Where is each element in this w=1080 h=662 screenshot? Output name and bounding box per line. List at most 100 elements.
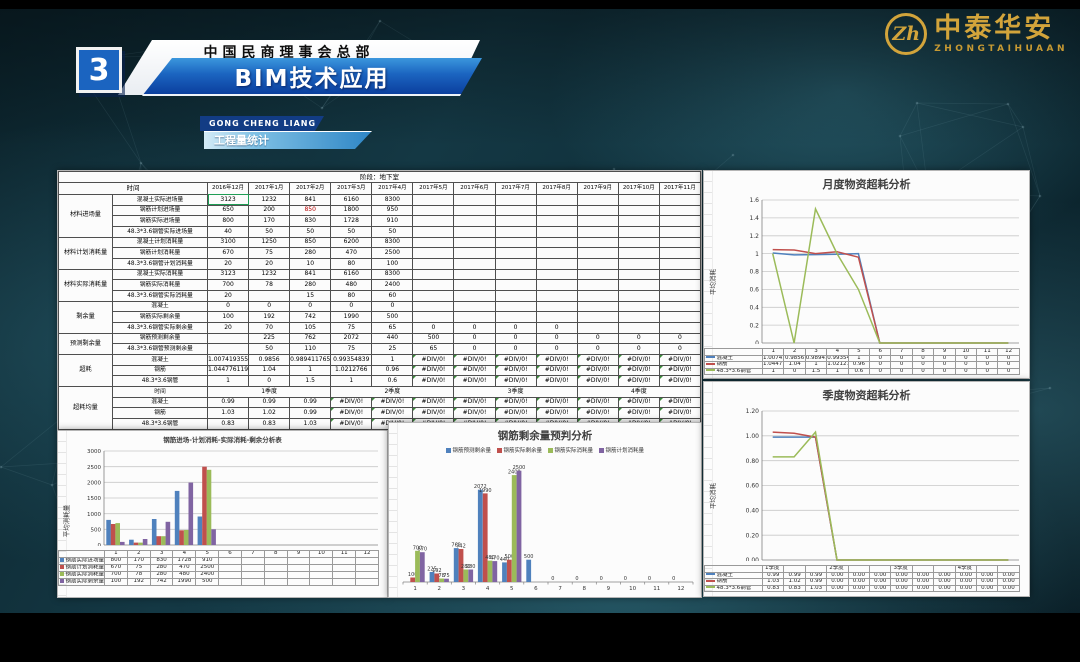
table-cell: 910	[371, 215, 414, 227]
table-cell	[535, 257, 578, 270]
table-cell: 1	[371, 353, 414, 366]
svg-text:0.8: 0.8	[749, 269, 759, 276]
svg-text:3000: 3000	[87, 449, 101, 455]
table-cell	[617, 193, 660, 206]
series-value	[240, 556, 265, 565]
table-cell: #DIV/0!	[453, 364, 496, 377]
table-cell: 0.83	[206, 417, 250, 431]
table-cell: 0	[206, 300, 250, 313]
series-value	[332, 556, 357, 565]
row-label: 48.3*3.6钢管实际进场量	[112, 225, 208, 238]
svg-text:2500: 2500	[87, 465, 101, 471]
table-cell: #DIV/0!	[494, 407, 537, 419]
table-cell	[248, 289, 291, 302]
table-cell: 0.99	[289, 396, 332, 409]
monthly-plot: 0 0.2 0.4 0.6 0.8 1 1.2 1.4 1.6	[749, 197, 1019, 347]
table-cell: 1250	[248, 236, 291, 249]
subtitle-label: 工程量统计	[214, 134, 269, 147]
table-cell: 80	[330, 289, 373, 302]
table-cell	[535, 193, 578, 206]
table-cell	[576, 225, 619, 238]
table-cell: 50	[330, 225, 373, 238]
series-value: 1.03	[804, 584, 828, 592]
table-cell: #DIV/0!	[535, 375, 578, 387]
series-value: 0.00	[997, 571, 1020, 579]
svg-text:2072: 2072	[474, 484, 487, 490]
month-header: 2017年6月	[453, 182, 496, 195]
table-cell: 6200	[330, 236, 373, 249]
table-row: 钢筋实际剩余量 100 192 742 1990 500	[59, 311, 702, 323]
table-cell	[494, 257, 537, 270]
table-row: 48.3*3.6钢管实际消耗量 20 15 80 60	[59, 289, 702, 302]
table-cell	[412, 300, 455, 313]
chart-series-row: 钢筋实际消耗量 700 78 280 480 2400	[58, 570, 379, 579]
table-cell	[576, 215, 619, 227]
table-row: 超耗 混凝土 1.007419355 0.9856 0.989411765 0.99354…	[58, 353, 702, 387]
table-row: 混凝土 0.99 0.99 0.99 #DIV/0! #DIV/0! #DIV/0! #DIV…	[59, 396, 702, 409]
row-label: 钢筋实际剩余量	[112, 311, 208, 323]
rebar-forecast-chart: 225 762 2072 440 500 0 0 0 0 0 0 100 192 742 1990 500 70…	[389, 456, 701, 598]
group-label: 材料计划消耗量	[58, 236, 113, 270]
table-cell	[412, 279, 455, 291]
month-header: 2017年10月	[617, 182, 660, 195]
svg-text:1500: 1500	[87, 496, 101, 502]
table-cell	[658, 193, 702, 206]
table-cell	[453, 225, 496, 238]
table-cell: #DIV/0!	[494, 364, 537, 377]
table-cell	[658, 204, 702, 217]
series-value	[263, 570, 288, 579]
section-title-banner: BIM技术应用	[142, 58, 482, 96]
table-cell: 830	[289, 215, 332, 227]
table-cell: #DIV/0!	[535, 364, 578, 377]
table-cell: 170	[248, 215, 291, 227]
table-cell: #DIV/0!	[658, 407, 702, 419]
svg-text:0: 0	[755, 340, 759, 344]
table-cell	[453, 236, 496, 249]
table-cell: 0	[494, 321, 537, 334]
row-label: 混凝土计划消耗量	[112, 236, 208, 249]
table-row: 48.3*3.6钢管预测剩余量 50 110 75 25 65 0 0 0 0 0 0	[59, 343, 702, 355]
svg-text:4: 4	[486, 586, 490, 592]
table-cell	[206, 343, 250, 355]
svg-text:700: 700	[413, 545, 423, 551]
table-cell: 8300	[371, 193, 414, 206]
table-cell: #DIV/0!	[617, 364, 660, 377]
table-cell	[576, 289, 619, 302]
table-cell: #DIV/0!	[617, 375, 660, 387]
series-value: 480	[172, 570, 197, 579]
legend-swatch	[496, 447, 502, 453]
table-cell: 20	[206, 289, 250, 302]
table-cell: 850	[289, 204, 332, 217]
svg-text:742: 742	[456, 544, 466, 550]
table-caption-row: 阶段：地下室	[58, 170, 701, 184]
svg-text:280: 280	[466, 564, 476, 570]
svg-text:2000: 2000	[87, 481, 101, 487]
table-cell	[617, 247, 660, 259]
table-row: 剩余量 混凝土 0 0 0 0 0	[58, 300, 702, 334]
svg-text:225: 225	[427, 567, 437, 573]
worksheet-row-strip	[389, 423, 398, 597]
table-cell: 0.99354839	[330, 353, 373, 366]
svg-text:2500: 2500	[513, 465, 526, 471]
row-label: 混凝土	[112, 396, 208, 409]
svg-text:100: 100	[408, 572, 418, 578]
table-cell	[453, 204, 496, 217]
table-cell: #DIV/0!	[453, 396, 496, 409]
table-cell: #DIV/0!	[412, 353, 455, 366]
series-value: 0.00	[869, 584, 892, 592]
series-value: 470	[172, 563, 197, 572]
series-value	[309, 577, 334, 586]
group-label: 材料进场量	[58, 193, 113, 238]
table-cell: 480	[330, 279, 373, 291]
monthly-overuse-chart: 0 0.2 0.4 0.6 0.8 1 1.2 1.4 1.6 1 2 3 4 5 6 7 8 9 10 11 12 混凝…	[704, 194, 1029, 375]
worksheet-row-strip	[58, 431, 67, 597]
series-value: 2500	[195, 563, 220, 572]
table-row: 48.3*3.6钢管计划消耗量 20 20 10 80 100	[59, 257, 702, 270]
series-value	[240, 570, 265, 579]
series-value: 0	[997, 367, 1020, 375]
table-cell	[412, 247, 455, 259]
table-cell: #DIV/0!	[617, 407, 660, 419]
table-cell: 1.04	[248, 364, 291, 377]
series-value	[218, 577, 242, 586]
table-cell: 75	[330, 343, 373, 355]
